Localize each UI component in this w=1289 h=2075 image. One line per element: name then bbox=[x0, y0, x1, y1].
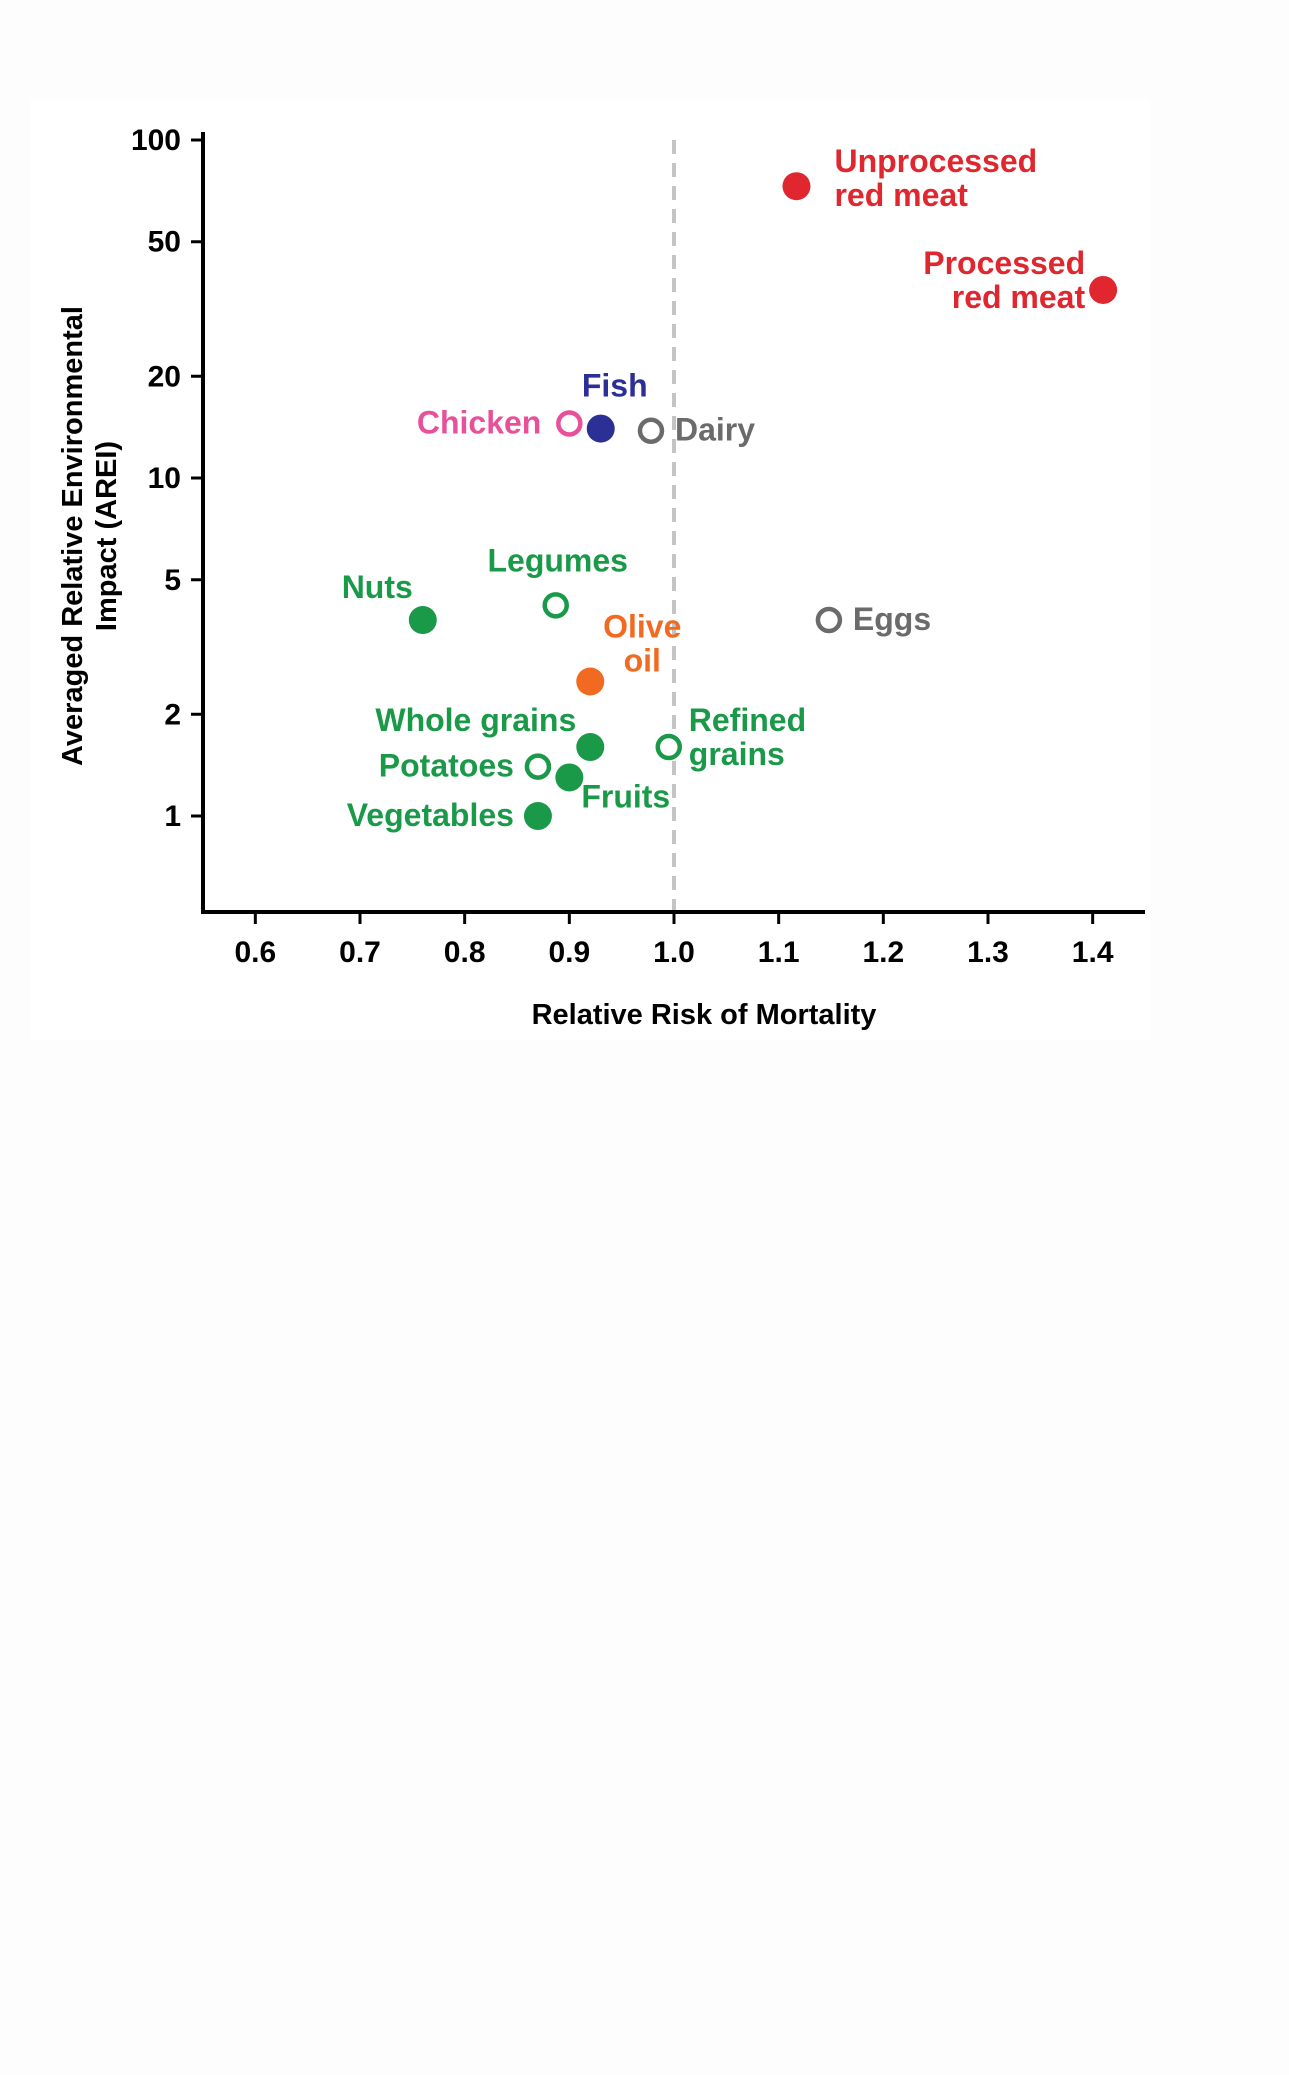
data-point-label-line: Dairy bbox=[675, 412, 755, 448]
data-point-marker bbox=[524, 753, 552, 780]
data-point-label-line: grains bbox=[689, 736, 785, 772]
data-point-label-line: Fruits bbox=[581, 778, 670, 814]
data-point-label-line: Refined bbox=[689, 702, 806, 738]
data-point-label-line: Vegetables bbox=[347, 797, 514, 833]
x-tick-label: 0.9 bbox=[548, 936, 590, 969]
data-point-group: Nuts bbox=[342, 569, 437, 635]
data-point-marker bbox=[576, 667, 605, 696]
data-point-label: Processed red meat bbox=[923, 245, 1085, 315]
data-point-group: Vegetables bbox=[347, 797, 552, 833]
y-tick-label: 5 bbox=[164, 564, 181, 597]
data-point-label-line: Legumes bbox=[487, 542, 627, 578]
data-point-label-line: Eggs bbox=[853, 601, 931, 637]
data-point-marker bbox=[586, 414, 615, 443]
data-point-group: Refined grains bbox=[655, 702, 806, 772]
x-tick-label: 0.8 bbox=[444, 936, 486, 969]
data-point-label: Fish bbox=[582, 368, 648, 404]
data-point-label-line: Processed bbox=[923, 245, 1085, 281]
data-point-label-line: Fish bbox=[582, 368, 648, 404]
data-point-label: Nuts bbox=[342, 569, 413, 605]
y-axis-label: Averaged Relative EnvironmentalImpact (A… bbox=[57, 306, 123, 766]
data-point-marker bbox=[523, 802, 552, 831]
y-tick-label: 20 bbox=[148, 360, 181, 393]
data-point-group: Eggs bbox=[815, 601, 931, 637]
data-point-label: Olive oil bbox=[603, 609, 681, 679]
x-axis-ticks: 0.6 0.7 0.8 0.9 1.0 1.1 1.2 1.3 1.4 bbox=[234, 912, 1114, 969]
data-point-group: Olive oil bbox=[576, 609, 681, 696]
y-tick-label: 2 bbox=[164, 698, 181, 731]
scatter-chart: 1 2 5 10 20 50 100 0.6 0.7 0.8 0.9 1.0 1.1 1.2 1.3 1.4… bbox=[57, 124, 1145, 1031]
data-point-label-line: Whole grains bbox=[375, 702, 576, 738]
data-point-group: Unprocessed red meat bbox=[782, 143, 1037, 213]
x-tick-label: 1.0 bbox=[653, 936, 695, 969]
data-point-label: Whole grains bbox=[375, 702, 576, 738]
x-tick-label: 0.7 bbox=[339, 936, 381, 969]
data-point-group: Legumes bbox=[487, 542, 628, 619]
data-point-label-line: oil bbox=[624, 643, 661, 679]
data-point-marker bbox=[815, 606, 843, 634]
data-point-label-line: Potatoes bbox=[379, 748, 514, 784]
x-tick-label: 1.3 bbox=[967, 936, 1009, 969]
data-point-label-line: Chicken bbox=[417, 404, 541, 440]
data-point-label: Legumes bbox=[487, 542, 627, 578]
y-axis-label-line: Impact (AREI) bbox=[91, 441, 123, 631]
data-point-label: Potatoes bbox=[379, 748, 514, 784]
data-point-label-line: Olive bbox=[603, 609, 681, 645]
chart-panel: 1 2 5 10 20 50 100 0.6 0.7 0.8 0.9 1.0 1.1 1.2 1.3 1.4… bbox=[30, 100, 1150, 1040]
data-point-marker bbox=[408, 606, 437, 635]
y-axis-label-line: Averaged Relative Environmental bbox=[57, 306, 89, 766]
y-tick-label: 10 bbox=[148, 462, 181, 495]
data-point-group: Processed red meat bbox=[923, 245, 1118, 315]
data-point-label: Unprocessed red meat bbox=[834, 143, 1037, 213]
data-point-marker bbox=[655, 733, 683, 761]
y-axis-ticks: 1 2 5 10 20 50 100 bbox=[131, 124, 203, 833]
data-point-label: Dairy bbox=[675, 412, 755, 448]
x-tick-label: 1.4 bbox=[1072, 936, 1114, 969]
data-point-label: Refined grains bbox=[689, 702, 806, 772]
y-tick-label: 100 bbox=[131, 124, 181, 157]
data-point-marker bbox=[1089, 275, 1118, 304]
y-tick-label: 1 bbox=[164, 800, 181, 833]
data-point-marker bbox=[576, 733, 605, 762]
data-point-group: Fish bbox=[582, 368, 648, 443]
x-tick-label: 0.6 bbox=[234, 936, 276, 969]
data-point-label: Eggs bbox=[853, 601, 931, 637]
data-point-label-line: Nuts bbox=[342, 569, 413, 605]
data-point-label: Vegetables bbox=[347, 797, 514, 833]
data-point-marker bbox=[556, 410, 583, 437]
data-point-label-line: red meat bbox=[834, 177, 968, 213]
data-point-marker bbox=[555, 763, 584, 792]
data-point-label: Fruits bbox=[581, 778, 670, 814]
data-point-group: Dairy bbox=[637, 412, 755, 448]
data-point-label: Chicken bbox=[417, 404, 541, 440]
data-point-marker bbox=[782, 172, 811, 201]
data-point-group: Potatoes bbox=[379, 748, 552, 784]
x-tick-label: 1.1 bbox=[758, 936, 800, 969]
data-point-group: Whole grains bbox=[375, 702, 605, 762]
data-point-label-line: Unprocessed bbox=[834, 143, 1037, 179]
data-point-group: Fruits bbox=[555, 763, 670, 814]
data-point-marker bbox=[542, 592, 569, 619]
data-point-marker bbox=[637, 417, 665, 444]
x-axis-label: Relative Risk of Mortality bbox=[532, 999, 877, 1031]
data-point-label-line: red meat bbox=[952, 279, 1086, 315]
data-point-group: Chicken bbox=[417, 404, 583, 440]
y-tick-label: 50 bbox=[148, 226, 181, 259]
x-tick-label: 1.2 bbox=[862, 936, 904, 969]
